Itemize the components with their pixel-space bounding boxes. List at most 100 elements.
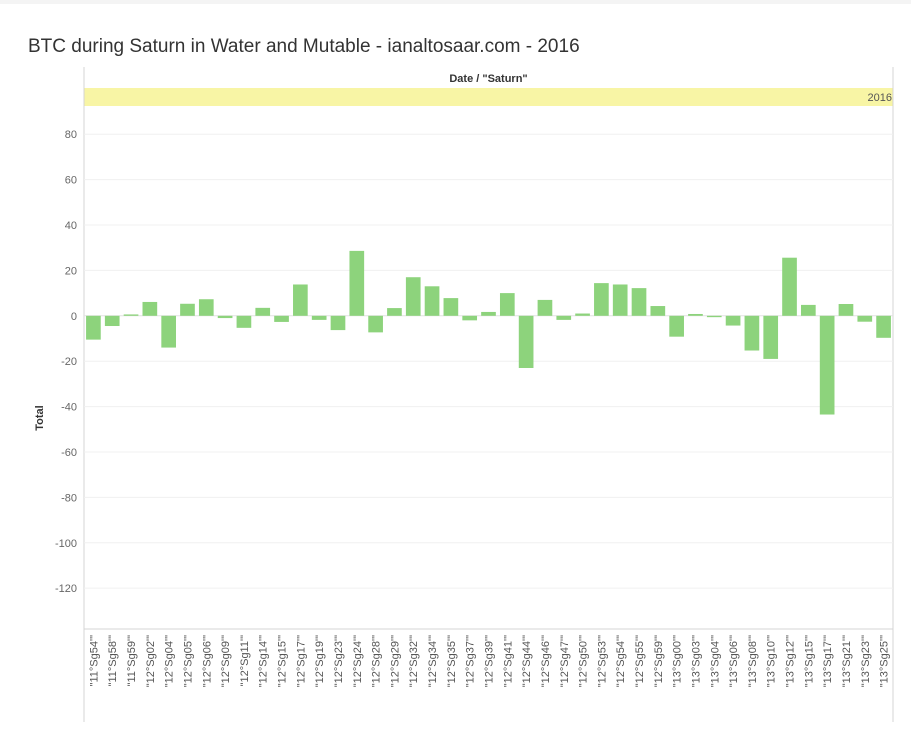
x-tick-label: "12°Sg34'" — [427, 635, 439, 687]
bar[interactable] — [311, 315, 327, 320]
x-tick-label: "13°Sg12'" — [785, 635, 797, 687]
x-tick-label: "11°Sg58'" — [107, 635, 119, 687]
bar[interactable] — [518, 315, 534, 368]
y-tick-label: 20 — [65, 265, 77, 277]
x-tick-label: "12°Sg02'" — [145, 635, 157, 687]
bar[interactable] — [838, 303, 854, 316]
x-tick-label: "12°Sg04'" — [164, 635, 176, 687]
bar[interactable] — [123, 314, 139, 316]
bar[interactable] — [763, 315, 779, 359]
bar[interactable] — [104, 315, 120, 327]
y-tick-label: -80 — [61, 492, 77, 504]
x-tick-label: "12°Sg41'" — [502, 635, 514, 687]
bar[interactable] — [669, 315, 684, 337]
bar[interactable] — [161, 315, 177, 348]
x-tick-label: "13°Sg10'" — [766, 635, 778, 687]
x-tick-label: "12°Sg15'" — [277, 635, 289, 687]
x-tick-label: "13°Sg23'" — [860, 635, 872, 687]
x-tick-label: "12°Sg24'" — [352, 635, 364, 687]
bar[interactable] — [744, 315, 760, 351]
x-tick-label: "12°Sg29'" — [389, 635, 401, 687]
year-header-band — [84, 88, 893, 106]
x-tick-label: "12°Sg55'" — [634, 635, 646, 687]
x-tick-label: "12°Sg32'" — [408, 635, 420, 687]
x-tick-label: "13°Sg17'" — [822, 635, 834, 687]
bar[interactable] — [405, 277, 421, 316]
x-tick-label: "13°Sg00'" — [672, 635, 684, 687]
x-tick-label: "12°Sg50'" — [578, 635, 590, 687]
bar[interactable] — [86, 315, 101, 340]
bar[interactable] — [236, 315, 252, 328]
bar[interactable] — [612, 284, 628, 316]
bar[interactable] — [800, 304, 816, 316]
column-header-label: Date / "Saturn" — [449, 73, 527, 85]
bar[interactable] — [706, 315, 722, 318]
bar[interactable] — [575, 313, 590, 316]
y-tick-label: 60 — [65, 175, 77, 187]
x-tick-label: "12°Sg14'" — [258, 635, 270, 687]
top-divider — [0, 0, 911, 4]
x-tick-label: "12°Sg28'" — [371, 635, 383, 687]
bar[interactable] — [631, 288, 647, 316]
bar[interactable] — [255, 307, 271, 316]
bar[interactable] — [481, 311, 496, 316]
x-tick-label: "12°Sg44'" — [521, 635, 533, 687]
x-tick-label: "13°Sg21'" — [841, 635, 853, 687]
x-tick-label: "13°Sg08'" — [747, 635, 759, 687]
bar[interactable] — [330, 315, 346, 331]
bar[interactable] — [443, 298, 459, 316]
bar[interactable] — [180, 303, 195, 316]
x-tick-label: "11°Sg59'" — [126, 635, 138, 687]
x-tick-label: "12°Sg23'" — [333, 635, 345, 687]
x-tick-label: "12°Sg05'" — [182, 635, 194, 687]
x-tick-label: "13°Sg04'" — [709, 635, 721, 687]
bar[interactable] — [499, 293, 515, 316]
x-tick-label: "13°Sg25'" — [879, 635, 891, 687]
x-tick-label: "12°Sg47'" — [559, 635, 571, 687]
bar[interactable] — [217, 315, 233, 319]
bar[interactable] — [462, 315, 478, 321]
bar[interactable] — [725, 315, 741, 326]
bar[interactable] — [198, 299, 214, 316]
bar[interactable] — [424, 286, 440, 316]
bar[interactable] — [857, 315, 873, 322]
bar[interactable] — [782, 257, 797, 316]
bar[interactable] — [688, 313, 703, 316]
bar[interactable] — [349, 250, 365, 316]
bar[interactable] — [368, 315, 383, 333]
x-tick-label: "12°Sg06'" — [201, 635, 213, 687]
x-tick-label: "12°Sg35'" — [446, 635, 458, 687]
x-tick-label: "13°Sg03'" — [690, 635, 702, 687]
x-tick-label: "12°Sg09'" — [220, 635, 232, 687]
chart-title: BTC during Saturn in Water and Mutable -… — [28, 36, 580, 57]
x-tick-label: "13°Sg06'" — [728, 635, 740, 687]
bar[interactable] — [876, 315, 891, 338]
bar[interactable] — [537, 299, 553, 316]
x-tick-label: "12°Sg39'" — [484, 635, 496, 687]
bar[interactable] — [274, 315, 289, 322]
bar[interactable] — [142, 301, 158, 316]
x-tick-label: "12°Sg11'" — [239, 635, 251, 687]
year-header-label: 2016 — [868, 92, 892, 104]
y-tick-label: -40 — [61, 402, 77, 414]
x-tick-label: "12°Sg53'" — [596, 635, 608, 687]
y-tick-label: -100 — [55, 538, 77, 550]
bar[interactable] — [819, 315, 835, 415]
y-tick-label: -60 — [61, 447, 77, 459]
y-tick-label: 40 — [65, 220, 77, 232]
x-tick-label: "12°Sg19'" — [314, 635, 326, 687]
bar[interactable] — [387, 308, 402, 316]
x-tick-label: "11°Sg54'" — [88, 635, 100, 687]
y-tick-label: 80 — [65, 129, 77, 141]
y-tick-label: -20 — [61, 356, 77, 368]
bar[interactable] — [594, 283, 609, 316]
y-axis-label: Total — [34, 405, 46, 430]
bar[interactable] — [556, 315, 572, 320]
bar[interactable] — [650, 306, 666, 316]
x-tick-label: "12°Sg59'" — [653, 635, 665, 687]
x-tick-label: "12°Sg17'" — [295, 635, 307, 687]
x-tick-label: "12°Sg54'" — [615, 635, 627, 687]
bar[interactable] — [293, 284, 308, 316]
x-tick-label: "12°Sg46'" — [540, 635, 552, 687]
